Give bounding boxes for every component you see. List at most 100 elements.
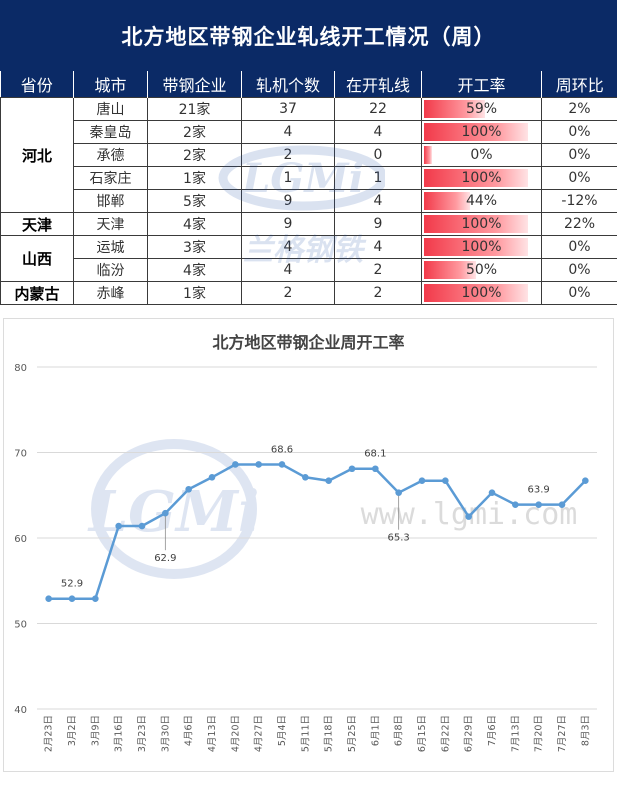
x-tick-label: 3月30日 [160, 715, 171, 752]
mills-cell: 4 [241, 120, 335, 144]
x-tick-label: 8月3日 [580, 715, 591, 746]
y-axis: 40 50 60 70 80 [14, 363, 27, 716]
header-companies: 带钢企业 [147, 71, 242, 98]
mills-cell: 9 [241, 212, 335, 236]
series-line-path [48, 463, 587, 600]
data-label: 63.9 [528, 485, 550, 496]
data-point [68, 595, 76, 603]
x-tick-label: 4月20日 [230, 715, 241, 752]
table-row: 河北 唐山 21家 37 22 59% 2% [0, 97, 617, 213]
data-point [558, 501, 566, 508]
mills-cell: 4 [241, 235, 335, 259]
header-province: 省份 [0, 71, 74, 98]
rate-value: 100% [461, 216, 502, 232]
companies-cell: 2家 [147, 120, 242, 144]
chart-watermark-logo: LGMi [87, 479, 259, 545]
data-point [115, 522, 122, 530]
data-point [582, 477, 589, 485]
companies-cell: 1家 [147, 281, 242, 305]
mills-cell: 2 [241, 143, 335, 167]
city-cell: 秦皇岛 [73, 120, 148, 144]
running-cell: 4 [334, 235, 422, 259]
y-tick-label: 60 [14, 534, 27, 545]
province-cell: 山西 [0, 235, 74, 282]
data-label: 62.9 [154, 553, 176, 564]
wow-cell: 0% [541, 166, 617, 190]
city-cell: 临汾 [73, 258, 148, 282]
rate-value: 100% [461, 239, 502, 255]
operating-rate-table: 省份 城市 带钢企业 轧机个数 在开轧线 开工率 周环比 河北 唐山 21家 3… [0, 71, 617, 305]
rate-bar [424, 100, 486, 118]
rate-cell: 59% [421, 97, 542, 121]
x-tick-label: 5月25日 [347, 715, 358, 752]
data-label: 68.1 [364, 449, 386, 460]
rate-cell: 100% [421, 235, 542, 259]
x-tick-label: 7月20日 [534, 715, 545, 752]
data-point [208, 473, 216, 481]
data-point [395, 489, 402, 496]
companies-cell: 2家 [147, 143, 242, 167]
wow-cell: 0% [541, 120, 617, 144]
city-cell: 承德 [73, 143, 148, 167]
rate-bar [424, 238, 528, 256]
data-point [255, 461, 262, 468]
x-tick-label: 6月1日 [370, 715, 381, 746]
data-point [185, 485, 192, 493]
companies-cell: 4家 [147, 212, 242, 236]
x-tick-label: 4月27日 [254, 715, 265, 752]
table-row: 秦皇岛 2家 4 4 100% 0% [1, 120, 617, 144]
mills-cell: 9 [241, 189, 335, 213]
rate-value: 100% [461, 124, 502, 140]
data-point [325, 477, 332, 485]
x-tick-label: 4月13日 [207, 715, 218, 752]
city-cell: 运城 [73, 235, 148, 259]
data-point [302, 473, 309, 481]
running-cell: 9 [334, 212, 422, 236]
rate-value: 100% [461, 170, 502, 186]
x-tick-label: 5月11日 [300, 715, 311, 752]
mills-cell: 1 [241, 166, 335, 190]
data-point [418, 477, 426, 485]
header-city: 城市 [73, 71, 148, 98]
data-label: 68.6 [271, 444, 293, 455]
x-tick-label: 3月2日 [67, 715, 78, 746]
companies-cell: 3家 [147, 235, 242, 259]
table-row: 石家庄 1家 1 1 100% 0% [1, 166, 617, 190]
x-tick-label: 3月23日 [137, 715, 148, 752]
running-cell: 4 [334, 189, 422, 213]
rate-cell: 100% [421, 120, 542, 144]
running-cell: 0 [334, 143, 422, 167]
table-row: 临汾 4家 4 2 50% 0% [1, 258, 617, 282]
rate-bar [424, 146, 432, 164]
data-point [442, 477, 449, 485]
y-tick-label: 50 [14, 620, 27, 631]
data-point [162, 509, 169, 517]
chart-title: 北方地区带钢企业周开工率 [212, 333, 405, 352]
running-cell: 1 [334, 166, 422, 190]
table-row: 承德 2家 2 0 0% 0% [1, 143, 617, 167]
province-cell: 天津 [0, 212, 74, 236]
data-label: 52.9 [61, 579, 83, 590]
x-tick-label: 2月23日 [44, 715, 55, 752]
y-tick-label: 80 [14, 363, 27, 374]
mills-cell: 2 [241, 281, 335, 305]
x-tick-label: 4月6日 [184, 715, 195, 746]
province-cell: 内蒙古 [0, 281, 74, 305]
companies-cell: 5家 [147, 189, 242, 213]
running-cell: 2 [334, 281, 422, 305]
rate-bar [424, 215, 528, 233]
companies-cell: 1家 [147, 166, 242, 190]
table-row: 天津 天津 4家 9 9 100% 22% [0, 212, 617, 236]
header-operating-rate: 开工率 [421, 71, 542, 98]
rate-cell: 50% [421, 258, 542, 282]
rate-cell: 44% [421, 189, 542, 213]
table-row: 邯郸 5家 9 4 44% -12% [1, 189, 617, 213]
data-point [92, 595, 99, 603]
rate-cell: 100% [421, 212, 542, 236]
running-cell: 2 [334, 258, 422, 282]
data-point [232, 461, 239, 468]
data-point [278, 461, 286, 468]
x-tick-label: 5月4日 [277, 715, 288, 746]
x-tick-label: 3月16日 [114, 715, 125, 752]
